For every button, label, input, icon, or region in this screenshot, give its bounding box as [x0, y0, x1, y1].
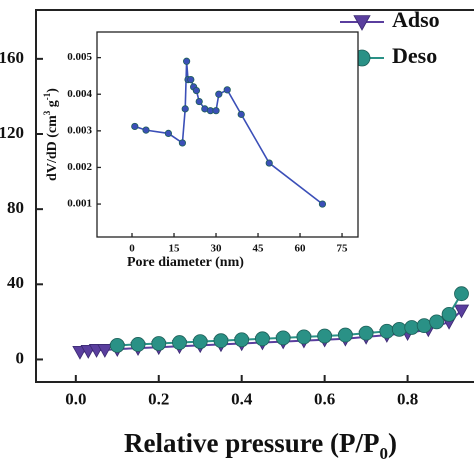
y-tick-label: 120 [0, 123, 24, 142]
x-tick-label: 60 [295, 243, 307, 255]
marker [151, 336, 167, 351]
marker [181, 105, 189, 113]
marker [164, 129, 173, 138]
marker [109, 337, 125, 353]
legend-marker [353, 15, 371, 31]
marker [187, 75, 195, 84]
marker [130, 337, 146, 352]
y-tick-label: 40 [7, 273, 24, 292]
marker [234, 332, 250, 348]
y-tick-label: 0 [16, 348, 25, 367]
marker [237, 110, 245, 118]
y-tick-label: 0.001 [67, 198, 92, 210]
x-tick-label: 45 [253, 243, 265, 255]
label-part: dV/dD (cm [45, 115, 60, 181]
marker [212, 107, 220, 115]
marker [97, 344, 113, 358]
plot-frame [96, 31, 359, 238]
marker [178, 139, 187, 147]
y-tick-label: 0.003 [67, 124, 92, 136]
x-tick-label: 15 [169, 243, 181, 255]
legend-label: Deso [392, 43, 437, 68]
marker [192, 334, 208, 350]
label-part: 0 [379, 444, 388, 463]
marker [358, 325, 374, 341]
x-tick-label: 0.0 [65, 390, 86, 409]
marker [404, 320, 420, 335]
y-tick-label: 80 [7, 198, 24, 217]
y-axis-label: dV/dD (cm3 g-1) [42, 88, 60, 181]
marker [255, 331, 270, 347]
label-part: Relative pressure (P/P [124, 428, 379, 458]
marker [142, 126, 150, 134]
marker [195, 97, 203, 106]
marker [379, 323, 395, 339]
marker [317, 328, 333, 344]
marker [275, 330, 291, 346]
marker [429, 314, 445, 330]
marker [454, 286, 469, 302]
marker [172, 335, 187, 350]
marker [296, 329, 312, 345]
marker [441, 306, 457, 322]
marker [131, 122, 139, 131]
x-axis-label: Relative pressure (P/P0) [124, 428, 397, 463]
label-part: -1 [42, 92, 52, 100]
label-part: ) [45, 88, 60, 93]
marker [337, 327, 353, 343]
marker [215, 90, 223, 98]
x-tick-label: 30 [211, 243, 223, 255]
x-tick-label: 0.6 [314, 390, 335, 409]
x-tick-label: 0.4 [231, 390, 253, 409]
legend-label: Adso [392, 7, 440, 32]
label-part: ) [388, 428, 397, 458]
x-axis-label: Pore diameter (nm) [127, 255, 244, 270]
label-part: g [45, 100, 60, 111]
marker [192, 86, 201, 95]
marker [318, 200, 327, 208]
y-tick-label: 0.002 [67, 161, 92, 173]
x-tick-label: 0.8 [397, 390, 418, 409]
x-tick-label: 0 [129, 243, 135, 255]
label-part: 3 [42, 110, 52, 115]
marker [183, 57, 191, 65]
y-tick-label: 0.004 [67, 88, 92, 100]
marker [453, 304, 470, 319]
marker [265, 159, 273, 167]
plot-frame [35, 9, 474, 383]
inset-background [97, 32, 358, 237]
y-tick-label: 160 [0, 48, 24, 67]
marker [416, 318, 432, 334]
label-part: Pore diameter (nm) [127, 255, 244, 270]
x-tick-label: 75 [337, 243, 349, 255]
marker [391, 321, 407, 337]
marker [213, 333, 229, 349]
marker [223, 86, 231, 94]
y-tick-label: 0.005 [67, 51, 92, 63]
x-tick-label: 0.2 [148, 390, 169, 409]
